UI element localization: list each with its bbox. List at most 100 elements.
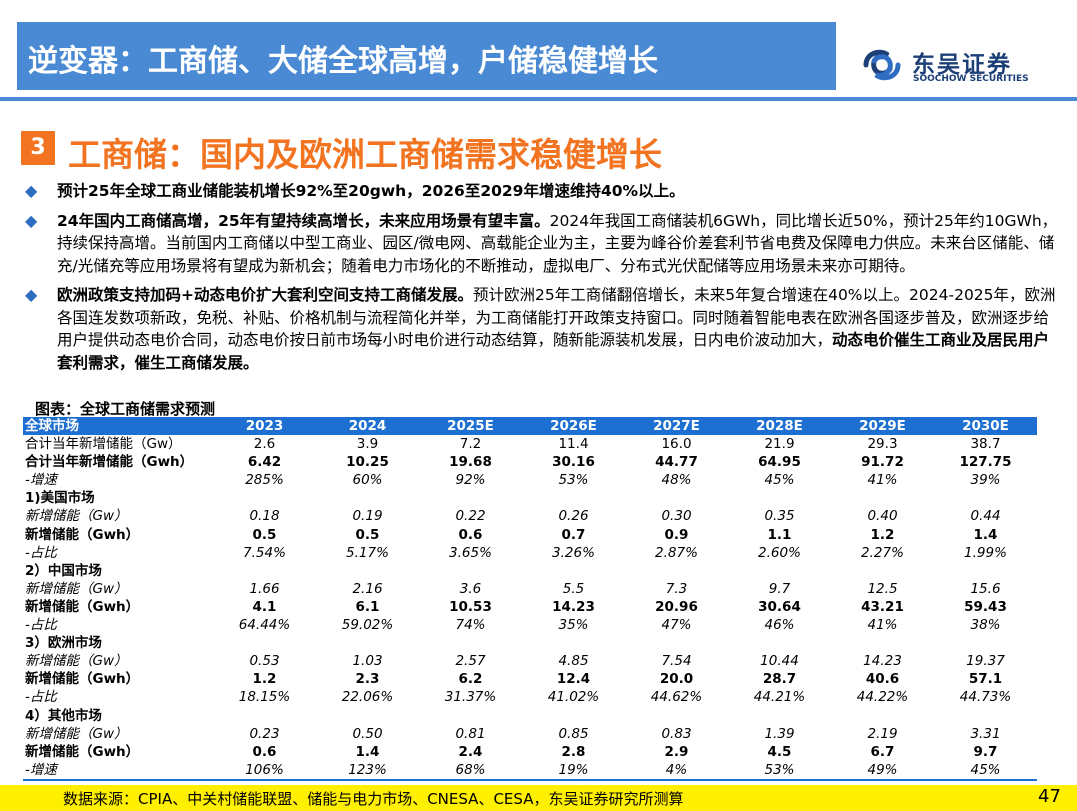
table-row: 新增储能（Gw） 0.53 1.03 2.57 4.85 7.54 10.44 14.23 19… bbox=[23, 652, 1037, 670]
table-cell: 2.6 bbox=[253, 436, 276, 453]
table-cell: 3.9 bbox=[356, 436, 379, 453]
table-cell: 22.06% bbox=[341, 689, 394, 706]
table-cell bbox=[934, 634, 1037, 652]
table-cell bbox=[831, 634, 934, 652]
table-cell: 0.44 bbox=[970, 508, 1001, 525]
table-header-row: 全球市场 2023 2024 2025E 2026E 2027E 2028E 2… bbox=[23, 417, 1037, 436]
table-cell bbox=[419, 562, 522, 580]
table-row: 新增储能（Gw） 1.66 2.16 3.6 5.5 7.3 9.7 12.5 15.6 bbox=[23, 580, 1037, 598]
table-cell: 6.7 bbox=[870, 743, 895, 760]
table-cell bbox=[728, 489, 831, 507]
table-cell: 0.23 bbox=[249, 725, 280, 742]
table-cell: 29.3 bbox=[867, 436, 898, 453]
table-cell bbox=[522, 562, 625, 580]
bullet-item: ◆ 24年国内工商储高增，25年有望持续高增长，未来应用场景有望丰富。2024年… bbox=[25, 210, 1060, 278]
table-cell bbox=[728, 634, 831, 652]
table-cell: 0.26 bbox=[558, 508, 589, 525]
table-body: 合计当年新增储能（Gw） 2.6 3.9 7.2 11.4 16.0 21.9 29.3 38.… bbox=[23, 435, 1037, 781]
table-row: -占比 7.54% 5.17% 3.65% 3.26% 2.87% 2.60% 2.27% 1.… bbox=[23, 544, 1037, 562]
table-cell: 68% bbox=[419, 760, 522, 781]
table-cell: 127.75 bbox=[959, 454, 1012, 471]
table-cell: 2.57 bbox=[455, 653, 486, 670]
table-cell: 11.4 bbox=[558, 436, 589, 453]
table-cell bbox=[625, 634, 728, 652]
table-cell: 2.16 bbox=[352, 580, 383, 597]
table-cell: 285% bbox=[245, 472, 284, 489]
table-cell: 44.73% bbox=[959, 689, 1012, 706]
table-cell: 53% bbox=[728, 760, 831, 781]
table-cell: 19.37 bbox=[966, 653, 1005, 670]
table-cell: 59.43 bbox=[964, 598, 1007, 615]
header-cell: 2028E bbox=[728, 417, 831, 436]
table-cell: 14.23 bbox=[863, 653, 902, 670]
data-source-note: 数据来源：CPIA、中关村储能联盟、储能与电力市场、CNESA、CESA，东吴证… bbox=[63, 790, 684, 808]
table-cell bbox=[934, 489, 1037, 507]
table-cell: 2.9 bbox=[664, 743, 689, 760]
table-cell: 2.8 bbox=[561, 743, 586, 760]
header-cell: 2025E bbox=[419, 417, 522, 436]
table-cell bbox=[831, 707, 934, 725]
row-label: -占比 bbox=[25, 544, 57, 561]
row-label: 合计当年新增储能（Gwh） bbox=[25, 454, 194, 471]
table-cell: 41% bbox=[867, 472, 898, 489]
logo-english-name: SOOCHOW SECURITIES bbox=[913, 74, 1029, 84]
bullet-text: 2024年我国工商储装机6GWh，同比增长近50%，预计25年约10GWh，持续… bbox=[57, 211, 1058, 275]
table-cell: 19.68 bbox=[449, 454, 492, 471]
table-row: -增速 285% 60% 92% 53% 48% 45% 41% 39% bbox=[23, 471, 1037, 489]
table-cell: 9.7 bbox=[973, 743, 998, 760]
table-row: 合计当年新增储能（Gwh） 6.42 10.25 19.68 30.16 44.77 64.… bbox=[23, 453, 1037, 471]
table-cell: 46% bbox=[764, 617, 795, 634]
row-label: 新增储能（Gw） bbox=[25, 725, 128, 742]
table-cell: 2.87% bbox=[655, 544, 698, 561]
header-cell: 2027E bbox=[625, 417, 728, 436]
bullet-list: ◆ 预计25年全球工商业储能装机增长92%至20gwh，2026至2029年增速… bbox=[25, 180, 1060, 381]
page-number: 47 bbox=[1038, 786, 1061, 807]
table-cell: 30.64 bbox=[758, 598, 801, 615]
table-cell: 0.83 bbox=[661, 725, 692, 742]
table-cell bbox=[831, 562, 934, 580]
table-cell: 0.5 bbox=[252, 526, 277, 543]
header-divider bbox=[0, 97, 1077, 101]
table-cell: 64.95 bbox=[758, 454, 801, 471]
table-row: -占比 64.44% 59.02% 74% 35% 47% 46% 41% 38% bbox=[23, 616, 1037, 634]
table-cell: 10.25 bbox=[346, 454, 389, 471]
source-highlight bbox=[0, 785, 1077, 811]
table-cell: 39% bbox=[970, 472, 1001, 489]
table-cell: 0.6 bbox=[252, 743, 277, 760]
table-row: 2）中国市场 bbox=[23, 562, 1037, 580]
table-row: 新增储能（Gwh） 4.1 6.1 10.53 14.23 20.96 30.64 43.21… bbox=[23, 598, 1037, 616]
table-cell bbox=[213, 707, 316, 725]
table-cell: 6.42 bbox=[247, 454, 282, 471]
table-cell bbox=[213, 562, 316, 580]
table-cell: 0.5 bbox=[355, 526, 380, 543]
table-row: -增速 106% 123% 68% 19% 4% 53% 49% 45% bbox=[23, 760, 1037, 781]
section-heading: 工商储：国内及欧洲工商储需求稳健增长 bbox=[68, 135, 662, 174]
table-cell: 14.23 bbox=[552, 598, 595, 615]
table-cell: 7.2 bbox=[459, 436, 482, 453]
table-row: 新增储能（Gw） 0.23 0.50 0.81 0.85 0.83 1.39 2.19 3.31 bbox=[23, 725, 1037, 743]
table-cell: 4.1 bbox=[252, 598, 277, 615]
table-cell: 4.5 bbox=[767, 743, 792, 760]
table-cell: 5.17% bbox=[346, 544, 389, 561]
bullet-bold-tail: 动态电价催生工商业及居民用户套利需求，催生工商储发展。 bbox=[57, 331, 1050, 372]
table-cell: 1.2 bbox=[252, 671, 277, 688]
table-cell: 64.44% bbox=[238, 617, 291, 634]
table-cell: 20.96 bbox=[655, 598, 698, 615]
table-cell: 2.19 bbox=[867, 725, 898, 742]
table-cell: 106% bbox=[213, 760, 316, 781]
table-row: 新增储能（Gwh） 0.6 1.4 2.4 2.8 2.9 4.5 6.7 9.7 bbox=[23, 743, 1037, 761]
table-cell: 41% bbox=[867, 617, 898, 634]
table-cell: 1.4 bbox=[355, 743, 380, 760]
table-cell: 35% bbox=[558, 617, 589, 634]
table-cell: 44.22% bbox=[856, 689, 909, 706]
table-cell: 41.02% bbox=[547, 689, 600, 706]
table-cell: 2.4 bbox=[458, 743, 483, 760]
bullet-bold-text: 欧洲政策支持加码+动态电价扩大套利空间支持工商储发展。 bbox=[57, 286, 473, 304]
bullet-item: ◆ 欧洲政策支持加码+动态电价扩大套利空间支持工商储发展。预计欧洲25年工商储翻… bbox=[25, 284, 1060, 374]
row-label: 新增储能（Gwh） bbox=[25, 526, 140, 543]
table-cell: 59.02% bbox=[341, 617, 394, 634]
table-cell bbox=[213, 489, 316, 507]
table-cell bbox=[934, 562, 1037, 580]
table-row: 4）其他市场 bbox=[23, 707, 1037, 725]
table-cell bbox=[625, 489, 728, 507]
